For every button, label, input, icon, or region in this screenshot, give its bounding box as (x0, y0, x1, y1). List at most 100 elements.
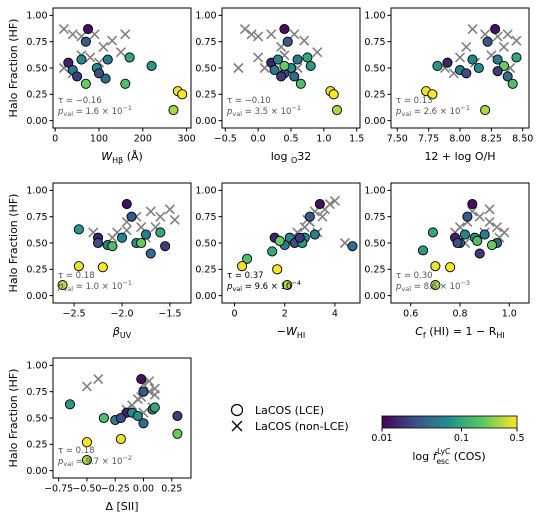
lce-point (459, 229, 470, 240)
lce-point (82, 24, 94, 35)
lce-point (282, 36, 293, 47)
y-tick-label: 1.00 (26, 361, 47, 372)
x-tick-label: 0.5 (283, 134, 298, 145)
x-tick-label: 300 (178, 134, 196, 145)
lce-point (63, 57, 74, 68)
lce-point (177, 89, 188, 100)
nonlce-point (246, 29, 257, 40)
lce-point (64, 399, 76, 410)
nonlce-point (164, 204, 175, 215)
legend-lce-marker (230, 403, 244, 417)
lce-point (138, 418, 149, 429)
lce-point (116, 232, 128, 243)
nonlce-point (317, 211, 328, 222)
colorbar-tick-label: 0.01 (371, 433, 392, 444)
lce-point (279, 60, 290, 71)
nonlce-point (266, 29, 277, 40)
nonlce-point (127, 400, 138, 411)
lce-point (490, 24, 501, 35)
lce-point (73, 224, 84, 235)
nonlce-point (498, 41, 509, 53)
lce-point (427, 227, 438, 238)
lce-point (160, 241, 171, 252)
y-tick-label: 0.50 (26, 63, 47, 74)
colorbar: 0.01 0.1 0.5 log fescLyC (COS) (371, 415, 525, 466)
nonlce-point (484, 216, 495, 228)
legend-lce-label: LaCOS (LCE) (255, 404, 324, 417)
scatter-panel-3: 0.00 0.25 0.50 0.75 1.00 7.50 7.75 8.00 8.25 8.50… (364, 7, 533, 163)
nonlce-point (155, 211, 166, 222)
tau-label: τ = 0.18 (58, 446, 95, 456)
lce-point (102, 54, 113, 65)
nonlce-point (145, 206, 156, 217)
lce-point (115, 412, 126, 424)
lce-point (115, 434, 126, 445)
lce-point (445, 262, 456, 273)
lce-point (98, 412, 109, 424)
lce-point (511, 52, 522, 63)
x-tick-label: 0.6 (403, 309, 418, 320)
y-tick-label: 0.75 (26, 37, 47, 48)
y-tick-label: 0.00 (364, 291, 385, 302)
lce-point (107, 241, 118, 252)
lce-point (304, 211, 315, 222)
nonlce-point (329, 195, 340, 206)
lce-point (272, 264, 283, 275)
x-axis-title: Cf (HI) = 1 − RHI (415, 325, 505, 340)
colorbar-ticks: 0.01 0.1 0.5 (371, 428, 525, 444)
pval-label: pval = 3.5 × 10−1 (226, 104, 301, 118)
lce-point (136, 237, 147, 249)
x-tick-label: 0 (232, 309, 238, 320)
y-axis-title: Halo Fraction (HF) (7, 19, 20, 118)
lce-point (427, 89, 438, 100)
y-tick-label: 0.25 (26, 440, 47, 451)
lce-point (472, 235, 483, 246)
y-tick-label: 0.25 (26, 90, 47, 101)
x-tick-label: 2 (282, 309, 288, 320)
nonlce-point (58, 23, 70, 35)
scatter-panel-2: 0.00 0.25 0.50 0.75 1.00 −0.5 0.0 0.5 1.0 1.5 log … (195, 7, 364, 165)
lce-point (305, 60, 316, 71)
lce-point (121, 199, 132, 210)
y-tick-label: 1.00 (364, 186, 385, 197)
lce-point (289, 71, 300, 82)
nonlce-point (253, 31, 264, 42)
lce-point (80, 36, 91, 47)
nonlce-point (299, 35, 310, 46)
lce-point (292, 54, 303, 65)
pval-label: pval = 9.7 × 10−2 (57, 454, 132, 468)
y-tick-label: 0.50 (364, 238, 385, 249)
x-axis-title: −WHI (277, 325, 305, 340)
y-tick-label: 0.00 (26, 291, 47, 302)
colorbar-gradient (381, 415, 518, 429)
scatter-panel-5: 0.00 0.25 0.50 0.75 1.00 0 2 4 −WHI τ = 0.37pval … (195, 182, 361, 340)
nonlce-point (511, 35, 522, 46)
lce-point (267, 246, 278, 257)
lce-point (502, 71, 513, 82)
y-tick-label: 0.50 (195, 238, 216, 249)
lce-point (269, 65, 280, 76)
scatter-panel-7: 0.000.250.500.751.00−0.75 −0.50 −0.25 0.00 0… (7, 357, 192, 513)
y-tick-label: 0.00 (364, 116, 385, 127)
lce-point (492, 66, 503, 77)
lce-point (432, 60, 443, 71)
lce-point (120, 78, 131, 89)
nonlce-point (461, 41, 472, 53)
y-tick-label: 1.00 (195, 186, 216, 197)
x-tick-label: 4 (332, 309, 338, 320)
y-tick-label: 0.25 (26, 265, 47, 276)
x-tick-label: −0.50 (72, 484, 101, 495)
lce-point (274, 235, 285, 246)
lce-point (331, 105, 343, 116)
lce-point (302, 52, 313, 63)
legend: LaCOS (LCE) LaCOS (non-LCE) (230, 403, 349, 433)
x-axis-title: Δ [SII] (105, 500, 138, 513)
x-tick-label: 0.00 (133, 484, 154, 495)
y-tick-label: 1.00 (195, 11, 216, 22)
lce-point (430, 280, 441, 291)
lce-point (126, 211, 137, 222)
x-tick-label: 7.75 (418, 134, 439, 145)
lce-point (93, 68, 105, 79)
nonlce-point (85, 52, 96, 63)
